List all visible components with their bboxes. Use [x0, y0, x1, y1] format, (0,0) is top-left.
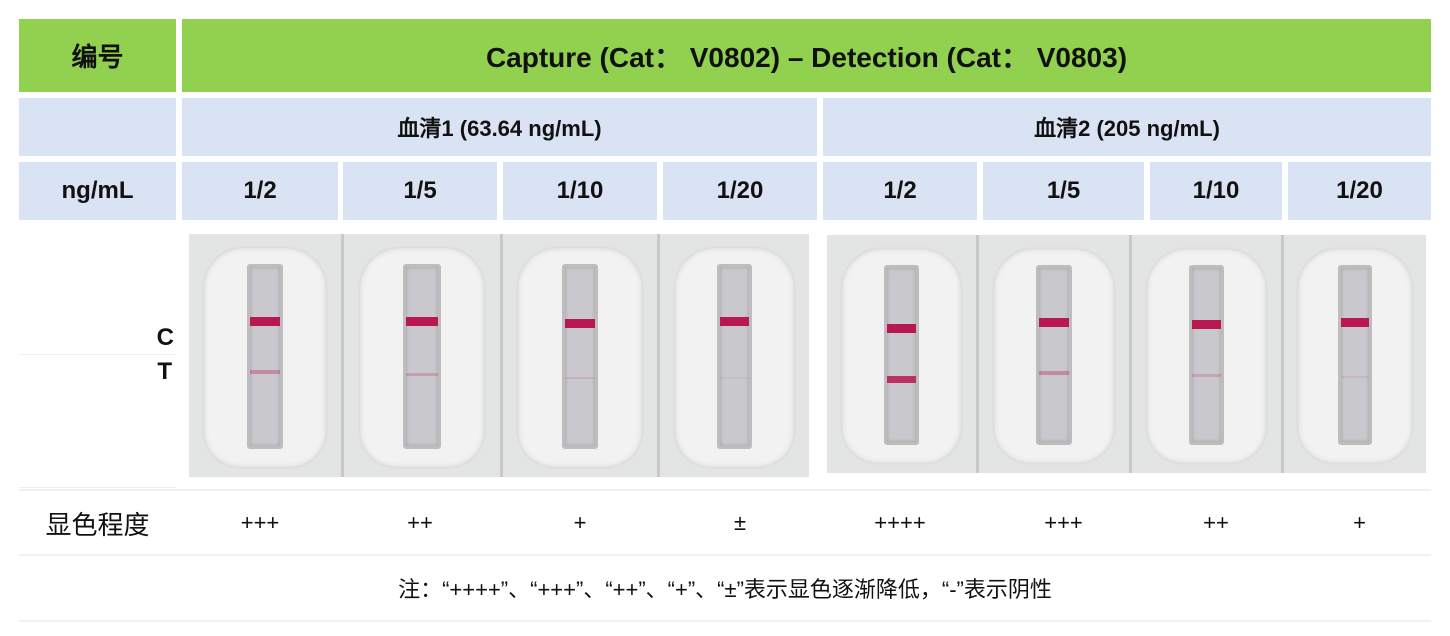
grade-value: +++ [240, 510, 280, 535]
grade-cell: +++ [182, 494, 338, 552]
dilution-cell: 1/20 [663, 162, 817, 220]
grade-cell: ++ [1150, 494, 1282, 552]
grade-cell: ++++ [823, 494, 977, 552]
test-line [406, 373, 438, 376]
group-cell-serum1: 血清1 (63.64 ng/mL) [182, 98, 817, 156]
test-strip [827, 235, 976, 473]
dilution-label: 1/2 [883, 177, 917, 204]
control-line [564, 319, 596, 328]
dilution-label: 1/10 [556, 177, 604, 204]
dilution-cell: 1/2 [182, 162, 338, 220]
test-line [886, 376, 917, 383]
dilution-cell: 1/2 [823, 162, 977, 220]
table-title: Capture (Cat： V0802) – Detection (Cat： V… [485, 41, 1128, 73]
test-line [719, 377, 750, 379]
control-line-label: C [156, 324, 174, 351]
test-line [1039, 371, 1069, 375]
dilution-cell: 1/10 [1150, 162, 1282, 220]
test-strip [189, 234, 341, 477]
test-line [249, 370, 281, 374]
test-strip [979, 235, 1129, 473]
grade-cell: ++ [343, 494, 497, 552]
test-strip [660, 234, 809, 477]
dilution-label: 1/20 [1336, 177, 1383, 204]
control-line [1340, 318, 1370, 327]
grade-label: 显色程度 [45, 509, 150, 540]
grade-cell: + [1288, 494, 1431, 552]
group-label-serum2: 血清2 (205 ng/mL) [1034, 116, 1220, 141]
test-line [1340, 376, 1370, 378]
group-cell-serum2: 血清2 (205 ng/mL) [823, 98, 1431, 156]
grade-cell: +++ [983, 494, 1144, 552]
dilution-cell: 1/5 [343, 162, 497, 220]
note-text: 注：“++++”、“+++”、“++”、“+”、“±”表示显色逐渐降低，“-”表… [398, 577, 1052, 602]
strip-photo-serum2 [827, 235, 1426, 473]
grade-value: + [573, 510, 587, 535]
grade-value: ± [733, 510, 747, 535]
grade-value: + [1353, 510, 1366, 535]
dilution-cell: 1/10 [503, 162, 657, 220]
control-line [886, 324, 917, 333]
grade-value: ++ [407, 510, 433, 535]
test-strip [1284, 235, 1426, 473]
unit-label: ng/mL [61, 177, 134, 204]
grade-cell: ± [663, 494, 817, 552]
test-line-label: T [157, 358, 172, 385]
test-strip [503, 234, 657, 477]
id-header-cell: 编号 [19, 19, 176, 92]
control-line [249, 317, 281, 326]
strip-photo-serum1 [189, 234, 809, 477]
control-line [406, 317, 438, 326]
dilution-label: 1/20 [716, 177, 764, 204]
dilution-label: 1/10 [1192, 177, 1240, 204]
grade-cell: + [503, 494, 657, 552]
id-header-label: 编号 [71, 42, 124, 72]
dilution-label: 1/5 [1046, 177, 1081, 204]
dilution-cell: 1/5 [983, 162, 1144, 220]
grade-value: +++ [1044, 510, 1083, 535]
dilution-label: 1/2 [243, 177, 277, 204]
test-line [1191, 374, 1222, 377]
strip-label-cell: C T [19, 226, 176, 488]
grade-value: ++ [1203, 510, 1229, 535]
test-line [564, 377, 596, 379]
control-line [719, 317, 750, 326]
dilution-cell: 1/20 [1288, 162, 1431, 220]
dilution-label: 1/5 [403, 177, 437, 204]
group-label-serum1: 血清1 (63.64 ng/mL) [397, 116, 602, 141]
test-strip [1132, 235, 1281, 473]
control-line [1191, 320, 1222, 329]
grade-value: ++++ [874, 510, 926, 535]
note-cell: 注：“++++”、“+++”、“++”、“+”、“±”表示显色逐渐降低，“-”表… [19, 558, 1431, 618]
grade-header-cell: 显色程度 [19, 494, 176, 552]
group-empty-cell [19, 98, 176, 156]
title-cell: Capture (Cat： V0802) – Detection (Cat： V… [182, 19, 1431, 92]
test-strip [344, 234, 500, 477]
control-line [1039, 318, 1069, 327]
unit-cell: ng/mL [19, 162, 176, 220]
